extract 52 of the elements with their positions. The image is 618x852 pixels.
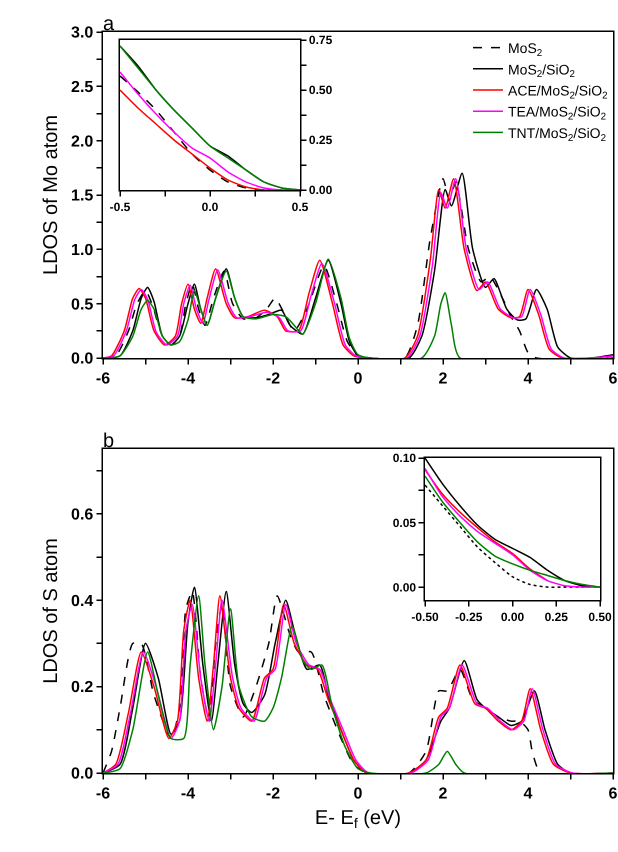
x-tick-label: -6 [96, 370, 110, 388]
legend-label: MoS$_{2}$ [508, 40, 542, 59]
y-tick-label: 0.5 [71, 296, 94, 314]
legend-label: ACE/MoS$_{2}$/SiO$_{2}$ [508, 82, 608, 102]
y-tick-label: 0.00 [392, 580, 416, 594]
x-tick-label: -0.25 [455, 610, 483, 624]
x-tick-label: -6 [96, 786, 110, 803]
y2-tick-label: 0.25 [308, 133, 333, 148]
x-tick-label: 0.00 [500, 610, 524, 624]
legend-label: MoS$_{2}$/SiO$_{2}$ [508, 61, 575, 80]
y-tick-label: 0.0 [71, 350, 94, 368]
y-tick-label: 0.6 [71, 506, 94, 524]
x-tick-label: 2 [438, 370, 448, 388]
x-tick-label: 4 [524, 370, 533, 388]
x-tick-label: 0 [354, 786, 363, 803]
line-series [425, 468, 548, 582]
y-tick-label: 0.0 [71, 766, 94, 783]
y-tick-label: 0.2 [71, 679, 94, 696]
y2-tick-label: 0.50 [308, 83, 333, 98]
y-tick-label: 2.0 [71, 133, 94, 150]
x-tick-label: -4 [180, 370, 196, 388]
x-tick-label: 0 [354, 370, 363, 388]
x-tick-label: 6 [608, 786, 618, 803]
y-axis-title: LDOS of S atom [40, 538, 62, 684]
x-axis-title: E- E$_{f}$ (eV) [314, 806, 402, 832]
x-tick-label: -4 [180, 786, 196, 803]
x-tick-label: 0.0 [202, 200, 219, 214]
y-tick-label: 1.5 [71, 188, 94, 205]
chart-title: a [103, 13, 115, 35]
y-tick-label: 2.5 [71, 78, 94, 96]
y-tick-label: 3.0 [71, 24, 94, 42]
x-tick-label: 0.50 [588, 610, 612, 624]
y-tick-label: 0.05 [392, 516, 416, 530]
y-tick-label: 1.0 [71, 242, 94, 259]
legend-label: TNT/MoS$_{2}$/SiO$_{2}$ [508, 124, 606, 144]
y-tick-label: 0.4 [71, 592, 94, 610]
x-tick-label: -2 [266, 370, 280, 388]
x-tick-label: 4 [524, 786, 533, 803]
x-tick-label: 0.25 [544, 610, 568, 624]
y-tick-label: 0.10 [392, 451, 416, 466]
x-tick-label: -0.5 [110, 200, 131, 214]
y2-tick-label: 0.00 [308, 183, 333, 198]
chart-title: b [103, 430, 114, 452]
line-series [103, 258, 613, 358]
x-tick-label: -0.50 [411, 610, 439, 624]
y-axis-title: LDOS of Mo atom [40, 114, 62, 276]
y2-tick-label: 0.75 [308, 33, 333, 48]
x-tick-label: 6 [608, 370, 618, 388]
x-tick-label: 2 [438, 786, 448, 803]
x-tick-label: -2 [266, 786, 280, 803]
legend-label: TEA/MoS$_{2}$/SiO$_{2}$ [508, 104, 606, 123]
x-tick-label: 0.5 [292, 200, 309, 214]
